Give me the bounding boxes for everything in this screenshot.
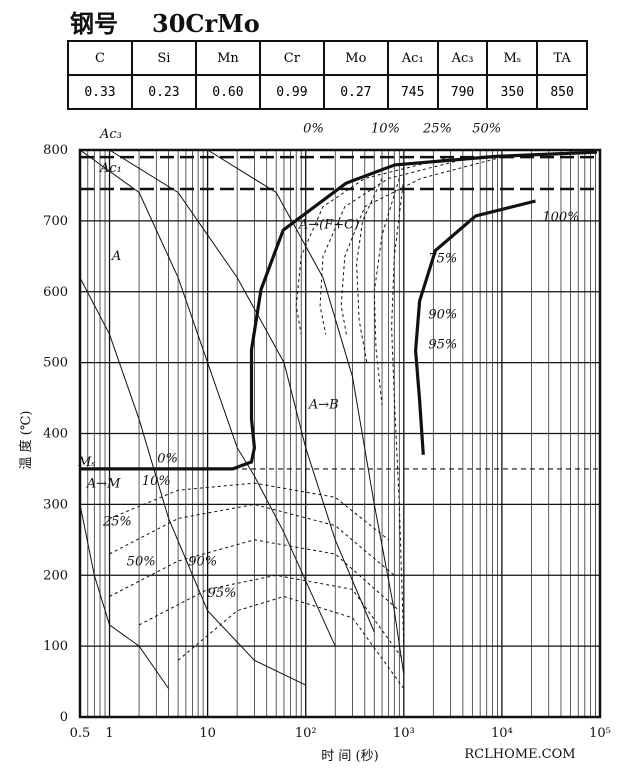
curve: [319, 156, 473, 335]
header-cell: TA: [536, 40, 588, 76]
curve: [79, 504, 170, 689]
header-cell: C: [67, 40, 133, 76]
curve: [295, 156, 451, 335]
curve-label: 0%: [303, 121, 324, 136]
curve: [138, 574, 405, 661]
x-tick-label: 10⁵: [589, 726, 611, 741]
header: 钢号 30CrMo: [70, 4, 294, 39]
curve: [391, 178, 405, 647]
curve-label: 10%: [142, 474, 171, 489]
cell: 0.60: [194, 74, 261, 110]
curve: [109, 482, 389, 541]
reference-label: Mₛ: [77, 455, 96, 470]
curve: [109, 149, 375, 633]
annotation: A→(F+C): [298, 218, 359, 233]
annotation: 0%: [157, 452, 178, 467]
curve-label: 95%: [428, 337, 457, 352]
x-axis-title: 时 间 (秒): [321, 749, 378, 764]
y-tick-label: 700: [43, 214, 68, 229]
annotation: A→M: [86, 476, 121, 491]
cell: 790: [436, 74, 489, 110]
curve: [356, 178, 383, 363]
cell: 0.99: [258, 74, 325, 110]
curve: [207, 149, 405, 675]
curve: [413, 199, 536, 455]
curve-label: 25%: [422, 121, 452, 136]
reference-label: Ac₃: [99, 127, 122, 142]
curve-label: 100%: [542, 210, 579, 225]
curve-label: 90%: [428, 308, 457, 323]
cell: 0.23: [130, 74, 197, 110]
watermark: RCLHOME.COM: [464, 747, 575, 762]
curve: [177, 595, 405, 689]
curve-label: 75%: [428, 252, 457, 267]
curve: [79, 149, 336, 647]
curve-label: 25%: [102, 515, 132, 530]
y-tick-label: 200: [43, 568, 68, 583]
x-tick-label: 10⁴: [491, 726, 513, 741]
x-tick-label: 10: [199, 726, 216, 741]
curve-label: 90%: [188, 554, 217, 569]
cell: 0.33: [67, 74, 133, 110]
curve: [373, 178, 400, 406]
cell: 745: [386, 74, 439, 110]
header-cell: Mₛ: [486, 40, 539, 76]
x-tick-label: 10³: [393, 726, 415, 741]
header-row: C Si Mn Cr Mo Ac₁ Ac₃ Mₛ TA: [67, 40, 588, 76]
header-cell: Mn: [194, 40, 261, 76]
curve-label: 50%: [127, 554, 156, 569]
curve: [109, 539, 400, 612]
y-tick-label: 100: [43, 639, 68, 654]
y-tick-label: 300: [43, 497, 68, 512]
header-cell: Mo: [322, 40, 389, 76]
curve-label: 10%: [371, 121, 400, 136]
annotation: A→B: [308, 398, 339, 413]
x-tick-label: 10²: [295, 726, 317, 741]
composition-table: C Si Mn Cr Mo Ac₁ Ac₃ Mₛ TA 0.33 0.23 0.60 0.99 0.27 7…: [67, 40, 588, 110]
x-tick-label: 0.5: [70, 726, 91, 741]
curve: [340, 156, 503, 335]
steel-label: 钢号: [70, 9, 118, 38]
grade: 30CrMo: [152, 9, 260, 38]
y-tick-label: 600: [43, 285, 68, 300]
header-cell: Ac₃: [436, 40, 489, 76]
curve-label: 95%: [208, 586, 237, 601]
y-tick-label: 500: [43, 356, 68, 371]
plot-frame: [78, 148, 602, 719]
cell: 0.27: [322, 74, 389, 110]
x-tick-label: 1: [105, 726, 113, 741]
header-cell: Ac₁: [386, 40, 439, 76]
y-axis-title: 温 度 (℃): [18, 411, 34, 470]
data-row: 0.33 0.23 0.60 0.99 0.27 745 790 350 850: [67, 74, 588, 110]
header-cell: Cr: [258, 40, 325, 76]
curve-label: 50%: [472, 121, 501, 136]
curve: [80, 150, 597, 471]
cell: 850: [536, 74, 588, 110]
reference-label: Ac₁: [99, 161, 122, 176]
cell: 350: [486, 74, 539, 110]
annotation: A: [111, 249, 121, 264]
curve: [79, 277, 306, 686]
y-tick-label: 400: [43, 427, 68, 442]
curve: [109, 503, 395, 576]
y-tick-label: 0: [60, 710, 68, 725]
y-tick-label: 800: [43, 143, 68, 158]
header-cell: Si: [130, 40, 197, 76]
